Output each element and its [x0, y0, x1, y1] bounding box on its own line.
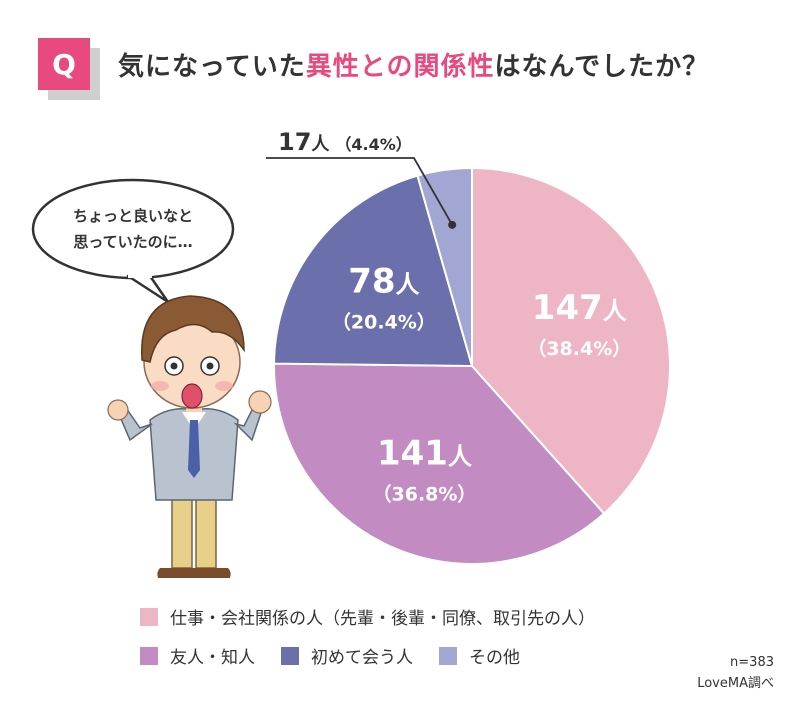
legend-label: 仕事・会社関係の人（先輩・後輩・同僚、取引先の人）	[170, 609, 595, 629]
callout-line	[266, 157, 453, 226]
legend-swatch	[439, 646, 457, 665]
pie-slice	[416, 166, 473, 367]
legend-row: 友人・知人 初めて会う人 その他	[140, 643, 740, 668]
legend-item: 友人・知人	[140, 643, 255, 668]
sample-size: n=383	[730, 655, 774, 670]
legend-label: その他	[469, 648, 520, 668]
legend: 仕事・会社関係の人（先輩・後輩・同僚、取引先の人） 友人・知人 初めて会う人 その他	[140, 604, 740, 682]
pie-slice	[471, 166, 671, 515]
speech-line-1: ちょっと良いなと	[72, 207, 193, 225]
slice-percent-label: （20.4%）	[332, 311, 436, 334]
q-badge: Q	[38, 38, 90, 90]
slice-count-label: 78人	[348, 262, 419, 302]
legend-swatch	[140, 646, 158, 665]
source-note: LoveMA調べ	[697, 676, 774, 691]
pie-slice	[273, 174, 474, 368]
legend-item: 初めて会う人	[281, 643, 413, 668]
man-illustration	[107, 295, 272, 578]
title-part-highlight: 異性との関係性	[305, 52, 495, 82]
callout-label: 17人 （4.4%）	[278, 128, 412, 156]
pie-slices	[273, 166, 671, 565]
slice-count-label: 141人	[377, 434, 472, 474]
footer: n=383 LoveMA調べ	[697, 652, 774, 694]
legend-swatch	[140, 607, 158, 626]
title-part: 気になっていた	[118, 52, 306, 82]
legend-label: 初めて会う人	[311, 648, 413, 668]
slice-count-label: 147人	[532, 288, 627, 328]
legend-item: その他	[439, 643, 520, 668]
slice-percent-label: （38.4%）	[527, 337, 631, 360]
legend-label: 友人・知人	[170, 648, 255, 668]
title-part: はなんでしたか？	[494, 52, 710, 82]
pie-slice	[273, 362, 606, 565]
question-header: Q 気になっていた異性との関係性はなんでしたか？	[38, 38, 778, 100]
page-title: 気になっていた異性との関係性はなんでしたか？	[118, 46, 778, 83]
speech-bubble-text: ちょっと良いなと 思っていたのに…	[38, 186, 228, 272]
speech-bubble	[31, 178, 235, 304]
legend-swatch	[281, 646, 299, 665]
legend-item: 仕事・会社関係の人（先輩・後輩・同僚、取引先の人）	[140, 604, 595, 629]
speech-line-2: 思っていたのに…	[73, 233, 193, 251]
slice-percent-label: （36.8%）	[373, 483, 477, 506]
legend-row: 仕事・会社関係の人（先輩・後輩・同僚、取引先の人）	[140, 604, 740, 629]
